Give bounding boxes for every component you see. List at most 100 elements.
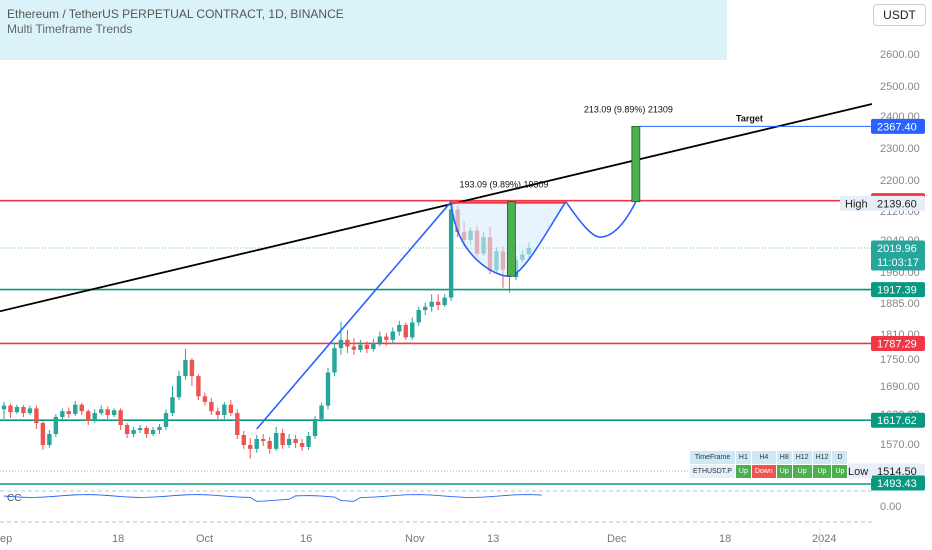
candle-body [377,336,383,344]
candle-body [73,404,78,414]
mtf-symbol-row: ETHUSDT.P Up Down Up Up Up Up [689,464,849,479]
x-tick-label: 18 [112,533,124,545]
candle-body [1,405,7,410]
candle-body [92,413,97,421]
mtf-header: H12 [791,450,813,465]
candle-body [34,408,39,423]
candle-body [222,404,227,415]
last-price-tag [871,240,925,271]
x-tick-label: 16 [300,533,312,545]
mtf-cell: Up [791,464,813,479]
candle-body [131,430,136,434]
mtf-header: H1 [734,450,752,465]
target-label: 2367.40 [877,121,917,133]
y-tick-label: 1570.00 [880,439,920,451]
candle-body [170,397,175,414]
candle-body [325,372,331,406]
candle-body [248,444,253,449]
y-tick-label: 2300.00 [880,143,920,155]
candle-body [241,435,246,445]
candle-body [435,301,441,306]
resistance-2-tag [871,335,925,351]
high-text-bg [840,195,872,211]
candle-body [21,407,26,414]
candle-body [183,359,188,377]
y-tick-label: 2500.00 [880,81,920,93]
mtf-cell: Down [750,464,777,479]
trendline [0,103,873,313]
candle-body [319,405,324,419]
y-tick-label: 1690.00 [880,381,920,393]
candle-body [189,359,195,377]
low-text: Low [848,466,868,478]
time-axis: ep 18 Oct 16 Nov 13 Dec 18 2024 [0,528,836,550]
high-text: High [845,198,868,210]
low-label: 1514.50 [877,466,917,478]
impulse-line [256,201,452,430]
x-tick-label: Oct [196,533,213,545]
mtf-header: H8 [775,450,793,465]
candle-body [40,423,46,445]
candle-body [442,297,447,306]
candle-body [27,408,33,414]
candle-body [403,324,408,338]
y-tick-label: 2600.00 [880,49,920,61]
candle-body [345,339,350,347]
x-tick-label: ep [0,533,12,545]
indicator-tick: 0.00 [880,501,901,513]
candle-body [14,407,20,413]
candle-body [215,411,221,415]
indicator-label: CC [7,493,21,504]
x-tick-label: 2024 [812,533,836,545]
candle-body [176,376,182,398]
x-tick-label: Nov [405,533,425,545]
candle-body [47,434,52,445]
candle-body [306,436,311,447]
mtf-cell: Up [831,464,849,479]
candle-body [157,427,162,430]
candle-body [163,413,169,427]
candle-body [202,396,208,402]
handle-curve [565,201,637,238]
candle-body [150,430,156,434]
low-tag [871,463,925,479]
candle-body [410,322,415,338]
candle-body [209,401,214,412]
mtf-header: D [831,450,849,465]
mtf-header-row: TimeFrame H1 H4 H8 H12 H12 D [689,450,849,465]
candle-body [429,301,434,307]
candle-body [267,441,272,449]
mtf-header: H12 [811,450,833,465]
mtf-header: H4 [750,450,777,465]
support-2-label: 1617.62 [877,415,917,427]
candle-body [384,336,389,340]
candle-body [286,439,292,445]
candle-body [124,425,130,434]
candle-body [299,443,305,447]
y-tick-label: 1750.00 [880,354,920,366]
candle-body [228,404,233,414]
candle-body [8,405,13,413]
candle-body [293,439,298,443]
target-label: Target [736,113,763,123]
candle-body [364,344,370,349]
candle-body [111,410,117,415]
mtf-header: TimeFrame [689,450,736,465]
bottom-tag [871,475,925,491]
candle-body [60,411,65,417]
candle-body [390,331,395,340]
resistance-2-label: 1787.29 [877,338,917,350]
candle-body [86,411,91,421]
candle-body [371,343,376,349]
currency-button[interactable]: USDT [873,4,926,26]
candle-body [118,410,123,425]
countdown: 11:03:17 [877,257,919,269]
candle-body [137,428,143,430]
candle-body [273,433,279,449]
support-2-tag [871,412,925,428]
candle-body [280,433,285,445]
indicator-name: Multi Timeframe Trends [7,22,133,36]
x-tick-label: Dec [607,533,627,545]
candle-body [79,404,84,412]
